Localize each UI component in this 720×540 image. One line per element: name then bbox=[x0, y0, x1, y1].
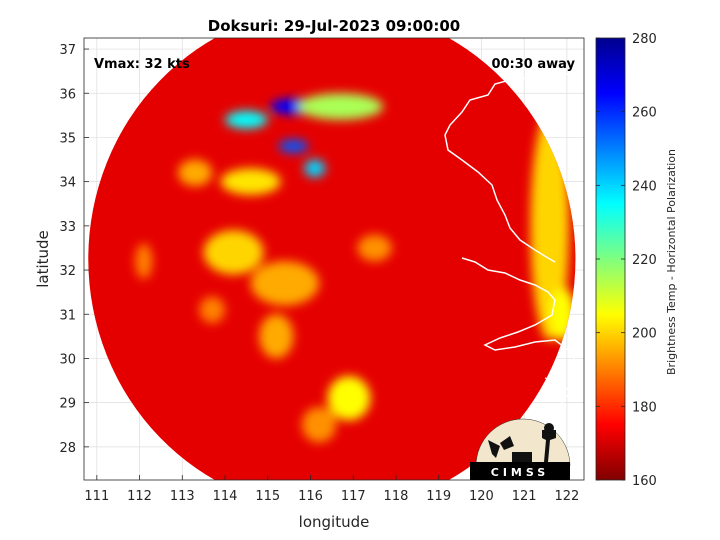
colorbar-tick-label: 260 bbox=[632, 106, 657, 121]
convection-cell bbox=[327, 376, 371, 421]
convection-cell bbox=[203, 230, 264, 275]
colorbar-tick-label: 160 bbox=[632, 474, 657, 489]
logo-building-icon bbox=[512, 452, 532, 462]
x-tick-label: 116 bbox=[298, 489, 323, 504]
y-tick-label: 30 bbox=[59, 352, 76, 367]
colorbar-tick-label: 240 bbox=[632, 179, 657, 194]
y-tick-label: 34 bbox=[59, 176, 76, 191]
x-axis-ticks: 111 112 113 114 115 116 117 118 119 120 121 122 bbox=[84, 475, 579, 504]
colorbar-tick-label: 200 bbox=[632, 327, 657, 342]
convection-cell bbox=[278, 139, 309, 153]
cimss-logo: CIMSS bbox=[470, 418, 571, 480]
y-tick-label: 31 bbox=[59, 308, 76, 323]
convection-cell bbox=[225, 110, 268, 129]
colorbar-tick-label: 280 bbox=[632, 32, 657, 47]
logo-tower-top-icon bbox=[544, 423, 554, 433]
x-tick-label: 112 bbox=[127, 489, 152, 504]
convection-cell bbox=[178, 159, 213, 187]
convection-cell bbox=[357, 234, 392, 262]
convection-cell bbox=[199, 296, 226, 324]
convection-cell bbox=[297, 93, 384, 120]
y-tick-label: 28 bbox=[59, 441, 76, 456]
swath-disk bbox=[88, 38, 576, 480]
colorbar bbox=[595, 37, 626, 481]
y-tick-label: 29 bbox=[59, 397, 76, 412]
logo-satellite-dish-icon bbox=[488, 436, 514, 458]
x-tick-label: 117 bbox=[341, 489, 366, 504]
brightness-temp-swath bbox=[88, 38, 576, 480]
convection-cell bbox=[220, 168, 281, 195]
plot-title: Doksuri: 29-Jul-2023 09:00:00 bbox=[208, 17, 460, 35]
colorbar-tick-label: 180 bbox=[632, 400, 657, 415]
convection-cell bbox=[135, 243, 153, 279]
colorbar-label: Brightness Temp - Horizontal Polarizatio… bbox=[665, 149, 678, 375]
y-axis-ticks: 28 29 30 31 32 33 34 35 36 37 bbox=[59, 43, 89, 456]
x-tick-label: 122 bbox=[554, 489, 579, 504]
vmax-annotation: Vmax: 32 kts bbox=[94, 57, 190, 72]
convection-cell bbox=[301, 407, 337, 443]
y-tick-label: 36 bbox=[59, 87, 76, 102]
colorbar-ticks: 160 180 200 220 240 260 280 bbox=[596, 32, 657, 489]
coastline-estuary bbox=[461, 257, 576, 361]
x-tick-label: 111 bbox=[84, 489, 109, 504]
coastline-north bbox=[444, 71, 584, 263]
logo-text: CIMSS bbox=[491, 466, 549, 479]
colorbar-tick-label: 220 bbox=[632, 253, 657, 268]
x-tick-label: 120 bbox=[469, 489, 494, 504]
x-axis-label: longitude bbox=[299, 513, 370, 531]
y-tick-label: 35 bbox=[59, 131, 76, 146]
x-tick-label: 113 bbox=[170, 489, 195, 504]
convection-cell bbox=[250, 261, 320, 306]
y-tick-label: 37 bbox=[59, 43, 76, 58]
x-tick-label: 115 bbox=[255, 489, 280, 504]
plot-frame bbox=[83, 37, 585, 481]
x-tick-label: 121 bbox=[512, 489, 537, 504]
x-tick-label: 114 bbox=[213, 489, 238, 504]
logo-tower-icon bbox=[542, 430, 556, 462]
convection-features bbox=[135, 93, 576, 443]
convection-cell bbox=[259, 314, 294, 359]
y-tick-label: 32 bbox=[59, 264, 76, 279]
x-tick-label: 119 bbox=[426, 489, 451, 504]
logo-banner bbox=[470, 462, 570, 480]
convection-cell bbox=[304, 159, 326, 178]
y-axis-label: latitude bbox=[34, 230, 52, 288]
time-away-annotation: 00:30 away bbox=[491, 57, 575, 72]
y-tick-label: 33 bbox=[59, 220, 76, 235]
x-tick-label: 118 bbox=[384, 489, 409, 504]
